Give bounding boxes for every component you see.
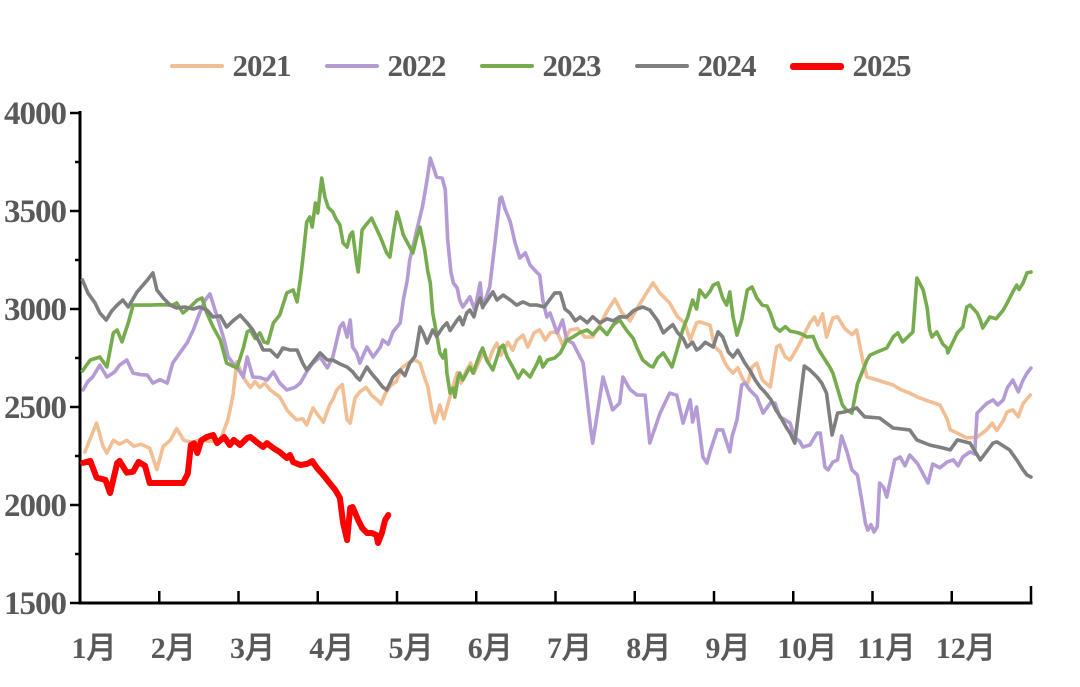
x-tick-label: 7月 bbox=[547, 632, 592, 665]
legend-swatch-2021 bbox=[169, 63, 224, 69]
x-tick-label: 1月 bbox=[72, 632, 117, 665]
series-line-2025 bbox=[80, 432, 392, 546]
y-tick-label: 3000 bbox=[4, 292, 67, 328]
legend-label: 2023 bbox=[542, 48, 602, 83]
x-tick-label: 2月 bbox=[151, 632, 196, 665]
legend-swatch-2022 bbox=[324, 63, 379, 69]
legend-label: 2025 bbox=[852, 48, 912, 83]
chart-legend: 2021 2022 2023 2024 2025 bbox=[0, 48, 1080, 84]
x-tick-label: 11月 bbox=[857, 632, 915, 665]
y-tick-label: 2000 bbox=[4, 488, 67, 524]
legend-item-2025: 2025 bbox=[789, 48, 912, 84]
legend-label: 2022 bbox=[387, 48, 447, 83]
x-tick-label: 3月 bbox=[230, 632, 275, 665]
x-tick-label: 8月 bbox=[626, 632, 671, 665]
y-tick-label: 4000 bbox=[4, 96, 67, 132]
legend-swatch-2025 bbox=[789, 62, 844, 70]
x-tick-label: 4月 bbox=[309, 632, 354, 665]
series-line-2023 bbox=[80, 176, 1033, 415]
x-tick-label: 12月 bbox=[936, 632, 996, 665]
series-line-2022 bbox=[81, 156, 1033, 534]
y-tick-label: 1500 bbox=[4, 586, 67, 622]
legend-item-2024: 2024 bbox=[634, 48, 757, 84]
legend-label: 2024 bbox=[697, 48, 757, 83]
x-tick-label: 6月 bbox=[468, 632, 513, 665]
x-tick-label: 10月 bbox=[777, 632, 837, 665]
y-tick-label: 3500 bbox=[4, 194, 67, 230]
x-tick-label: 9月 bbox=[706, 632, 751, 665]
legend-item-2021: 2021 bbox=[169, 48, 292, 84]
legend-item-2022: 2022 bbox=[324, 48, 447, 84]
series-line-2024 bbox=[80, 271, 1033, 479]
legend-item-2023: 2023 bbox=[479, 48, 602, 84]
legend-swatch-2024 bbox=[634, 63, 689, 69]
legend-label: 2021 bbox=[232, 48, 292, 83]
series-line-2021 bbox=[83, 281, 1032, 472]
legend-swatch-2023 bbox=[479, 63, 534, 69]
y-tick-label: 2500 bbox=[4, 390, 67, 426]
x-tick-label: 5月 bbox=[389, 632, 434, 665]
